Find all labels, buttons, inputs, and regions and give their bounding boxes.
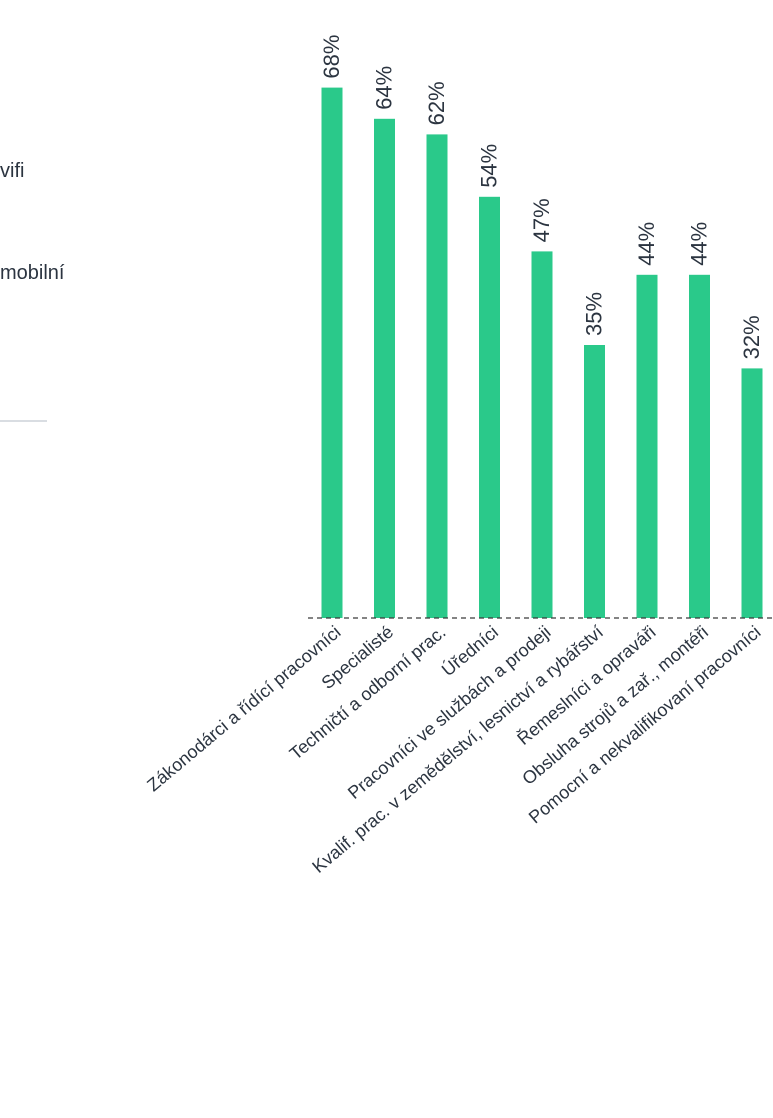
legend-text-fragment-2: mobilní [0,262,65,284]
value-label-9: 32% [739,315,764,359]
bar-7 [636,274,658,618]
value-label-4: 54% [477,144,502,188]
value-label-3: 62% [424,81,449,125]
value-labels-layer: 68% 64% 62% 54% 47% 35% 44% 44% 32% [319,35,764,360]
bar-9 [741,368,763,618]
bar-6 [584,345,605,618]
value-label-8: 44% [687,222,712,266]
value-label-6: 35% [582,292,607,336]
bar-1 [321,87,343,619]
value-label-7: 44% [634,222,659,266]
value-label-1: 68% [319,35,344,79]
value-label-2: 64% [372,66,397,110]
bar-2 [374,118,395,619]
legend-text-fragment-1: vifi [0,160,25,182]
divider-line [0,420,47,422]
bar-8 [689,274,710,618]
category-label-1: Zákonodárci a řídící pracovníci [143,622,344,796]
bar-5 [531,251,553,618]
category-labels-layer: Zákonodárci a řídící pracovníciSpecialis… [143,621,764,877]
value-label-5: 47% [529,198,554,242]
bar-3 [426,134,448,618]
bars-layer [321,87,763,619]
bar-4 [479,196,500,619]
